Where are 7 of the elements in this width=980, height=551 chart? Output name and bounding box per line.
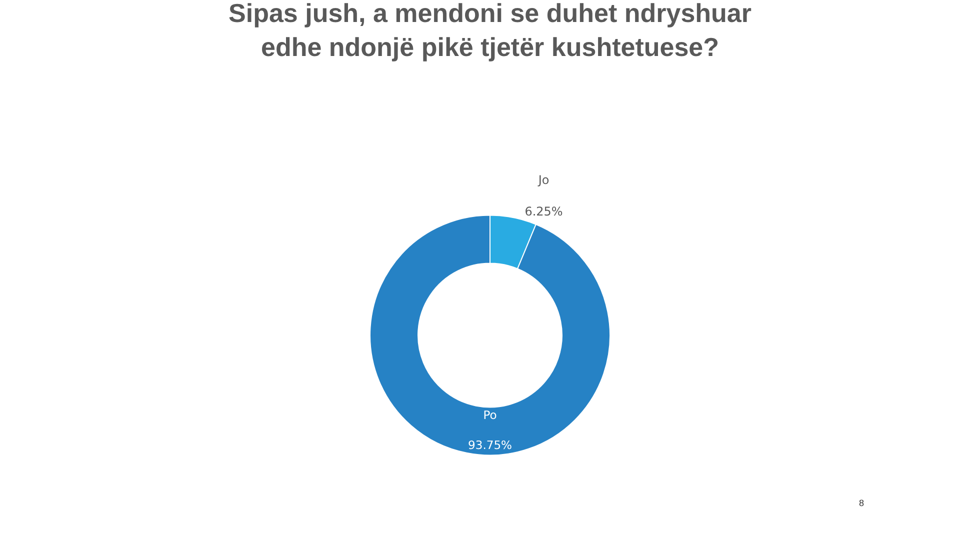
- data-label: 6.25%: [524, 204, 563, 218]
- data-label: 93.75%: [468, 438, 512, 452]
- slice-label: Po: [483, 408, 497, 422]
- donut-slice: [370, 214, 610, 456]
- slice-label: Jo: [537, 173, 550, 188]
- text: 8: [859, 498, 864, 508]
- chart-title: Sipas jush, a mendoni se duhet ndryshuar edhe ndonjë pikë tjetër kushtetuese?: [228, 0, 752, 62]
